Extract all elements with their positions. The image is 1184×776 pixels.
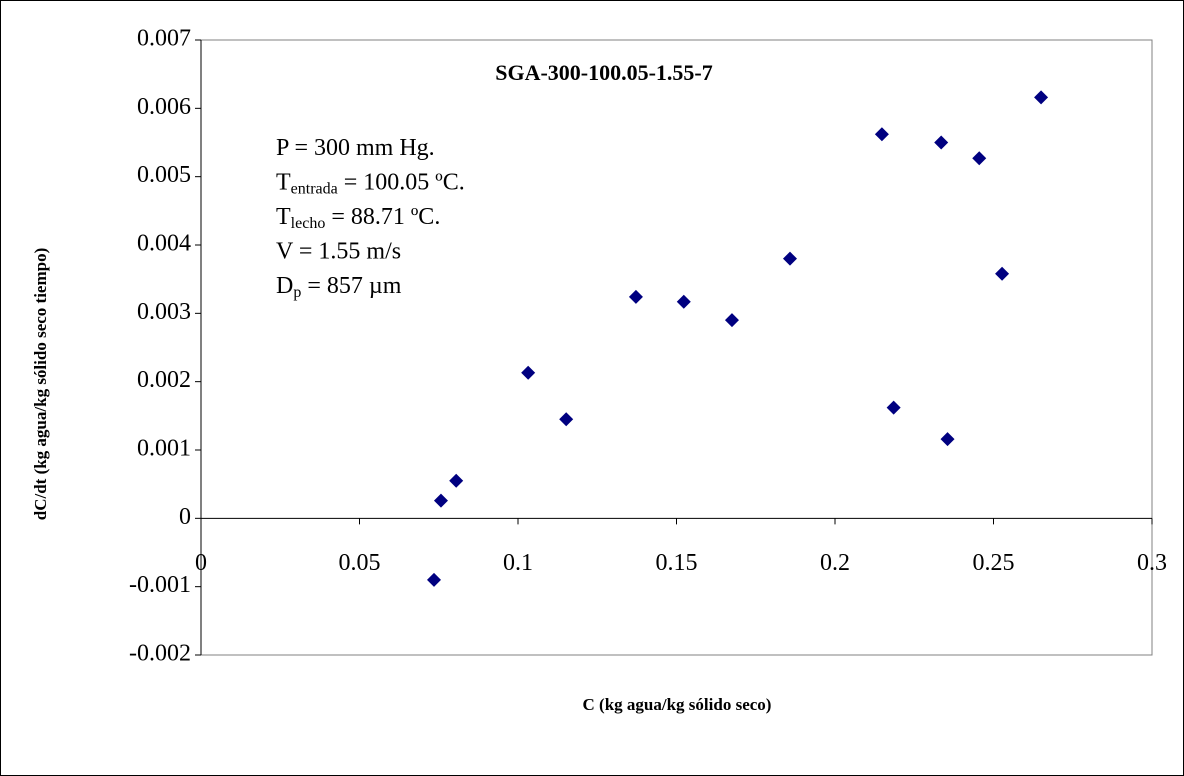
point	[972, 151, 987, 166]
annotation-text: = 88.71 ºC.	[325, 204, 440, 230]
y-tick-label: 0.006	[137, 94, 191, 120]
x-tick-label: 0.3	[1137, 550, 1167, 576]
point	[426, 572, 441, 587]
y-tick-label: -0.002	[129, 641, 191, 667]
x-tick-label: 0.05	[339, 550, 381, 576]
annotation: Tentrada = 100.05 ºC.	[276, 169, 465, 197]
point	[886, 400, 901, 415]
annotation-text: T	[276, 169, 291, 195]
annotation-text: P = 300 mm Hg.	[276, 135, 435, 161]
y-tick-label: 0.003	[137, 299, 191, 325]
point	[521, 365, 536, 380]
chart-title: SGA-300-100.05-1.55-7	[495, 60, 713, 85]
y-tick-label: 0.004	[137, 231, 191, 257]
x-tick-label: 0.2	[820, 550, 850, 576]
y-tick-label: 0.001	[137, 436, 191, 462]
point	[433, 493, 448, 508]
x-tick-label: 0.25	[973, 550, 1015, 576]
point	[1034, 90, 1049, 105]
annotation-subscript: lecho	[291, 215, 326, 232]
y-tick-label: 0.002	[137, 367, 191, 393]
y-tick-label: 0.007	[137, 26, 191, 52]
point	[995, 266, 1010, 281]
point	[628, 289, 643, 304]
annotation: Tlecho = 88.71 ºC.	[276, 204, 440, 232]
y-tick-label: 0	[179, 504, 191, 530]
x-axis-label: C (kg agua/kg sólido seco)	[583, 695, 772, 714]
point	[782, 251, 797, 266]
point	[940, 432, 955, 447]
y-tick-label: -0.001	[129, 572, 191, 598]
point	[559, 412, 574, 427]
x-tick-label: 0.15	[656, 550, 698, 576]
y-axis-label: dC/dt (kg agua/kg sólido seco tiempo)	[31, 248, 50, 521]
annotation-text: = 100.05 ºC.	[338, 169, 465, 195]
point	[874, 127, 889, 142]
annotations: P = 300 mm Hg.Tentrada = 100.05 ºC.Tlech…	[276, 135, 465, 301]
point	[724, 313, 739, 328]
y-tick-label: 0.005	[137, 162, 191, 188]
annotation-text: V = 1.55 m/s	[276, 238, 401, 264]
annotation-subscript: entrada	[291, 180, 338, 197]
x-tick-label: 0	[195, 550, 207, 576]
point	[934, 135, 949, 150]
x-tick-label: 0.1	[503, 550, 533, 576]
point	[449, 473, 464, 488]
annotation: P = 300 mm Hg.	[276, 135, 435, 161]
annotation-text: = 857 µm	[301, 273, 401, 299]
annotation: Dp = 857 µm	[276, 273, 402, 301]
annotation-text: T	[276, 204, 291, 230]
annotation: V = 1.55 m/s	[276, 238, 401, 264]
annotation-text: D	[276, 273, 293, 299]
annotation-subscript: p	[293, 284, 301, 301]
point	[676, 294, 691, 309]
